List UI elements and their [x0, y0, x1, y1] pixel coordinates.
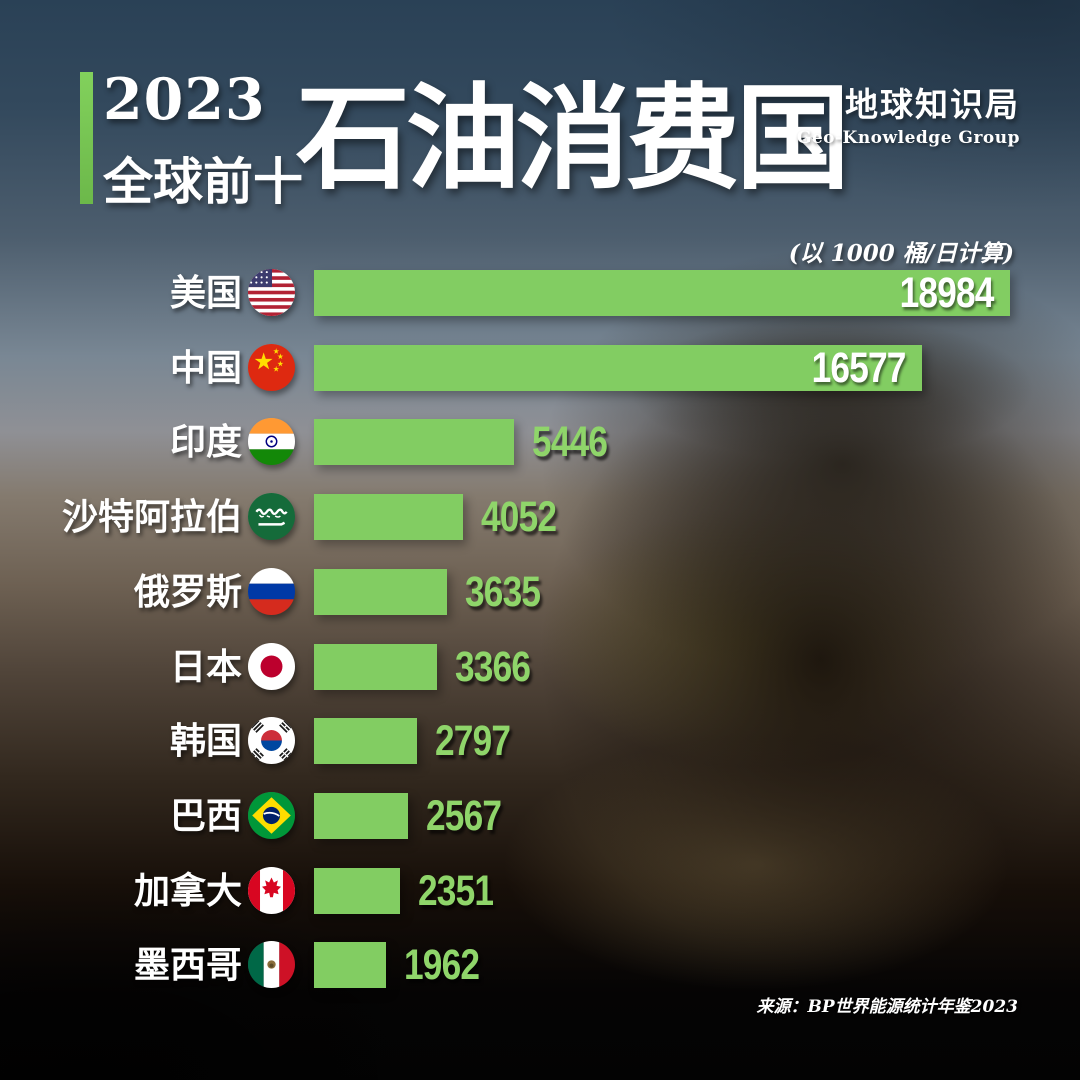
page-title: 石油消费国 — [296, 71, 850, 205]
country-label: 日本 — [169, 646, 242, 688]
bar: 16577 — [314, 345, 922, 391]
flag-us-icon — [248, 269, 295, 316]
flag-mx-icon — [248, 941, 295, 988]
bar-value-outside: 2567 — [426, 792, 502, 840]
bar — [314, 569, 447, 615]
bar — [314, 419, 514, 465]
flag-kr-icon — [248, 717, 295, 764]
bar — [314, 494, 463, 540]
flag-ca-icon — [248, 867, 295, 914]
bar — [314, 718, 417, 764]
bar-value-outside: 3366 — [455, 643, 531, 691]
bar-value-outside: 1962 — [404, 941, 480, 989]
bar — [314, 793, 408, 839]
title-year: 2023 — [103, 66, 266, 133]
flag-cn-icon — [248, 344, 295, 391]
chart-row: 中国 16577 — [0, 344, 1080, 391]
bar — [314, 644, 437, 690]
bar-value-inside: 16577 — [812, 344, 907, 392]
chart-row: 印度 5446 — [0, 418, 1080, 466]
country-label: 墨西哥 — [133, 944, 242, 986]
bar — [314, 942, 386, 988]
bar: 18984 — [314, 270, 1010, 316]
chart-row: 俄罗斯 3635 — [0, 568, 1080, 616]
country-label: 印度 — [169, 421, 242, 463]
brand-name-cn: 地球知识局 — [845, 85, 1020, 124]
flag-jp-icon — [248, 643, 295, 690]
bar-value-outside: 2351 — [418, 867, 494, 915]
bar-value-outside: 2797 — [435, 717, 511, 765]
unit-note: (以 1000 桶/日计算) — [788, 240, 1014, 267]
bar-value-outside: 5446 — [532, 418, 608, 466]
bar-value-outside: 4052 — [481, 493, 557, 541]
brand-name-en: Geo-Knowledge Group — [796, 128, 1020, 148]
flag-in-icon — [248, 418, 295, 465]
chart-row: 巴西 2567 — [0, 792, 1080, 840]
source-note: 来源：BP世界能源统计年鉴2023 — [756, 997, 1018, 1017]
chart-row: 加拿大 2351 — [0, 867, 1080, 915]
bar — [314, 868, 400, 914]
chart-row: 韩国 2797 — [0, 717, 1080, 765]
bar-value-inside: 18984 — [900, 269, 995, 317]
brand-block: 地球知识局 Geo-Knowledge Group — [797, 78, 1020, 148]
flag-br-icon — [248, 792, 295, 839]
chart-row: 沙特阿拉伯 4052 — [0, 493, 1080, 541]
chart-row: 墨西哥 1962 — [0, 941, 1080, 989]
country-label: 中国 — [169, 347, 242, 389]
title-scope: 全球前十 — [103, 152, 303, 211]
flag-ru-icon — [248, 568, 295, 615]
country-label: 加拿大 — [133, 870, 242, 912]
bar-value-outside: 3635 — [465, 568, 541, 616]
flag-sa-icon — [248, 493, 295, 540]
chart-row: 日本 3366 — [0, 643, 1080, 691]
country-label: 沙特阿拉伯 — [61, 496, 242, 538]
chart-row: 美国 18984 — [0, 269, 1080, 316]
country-label: 俄罗斯 — [133, 571, 242, 613]
country-label: 韩国 — [169, 720, 242, 762]
title-accent-bar — [80, 72, 93, 204]
country-label: 美国 — [169, 272, 242, 314]
country-label: 巴西 — [169, 795, 242, 837]
